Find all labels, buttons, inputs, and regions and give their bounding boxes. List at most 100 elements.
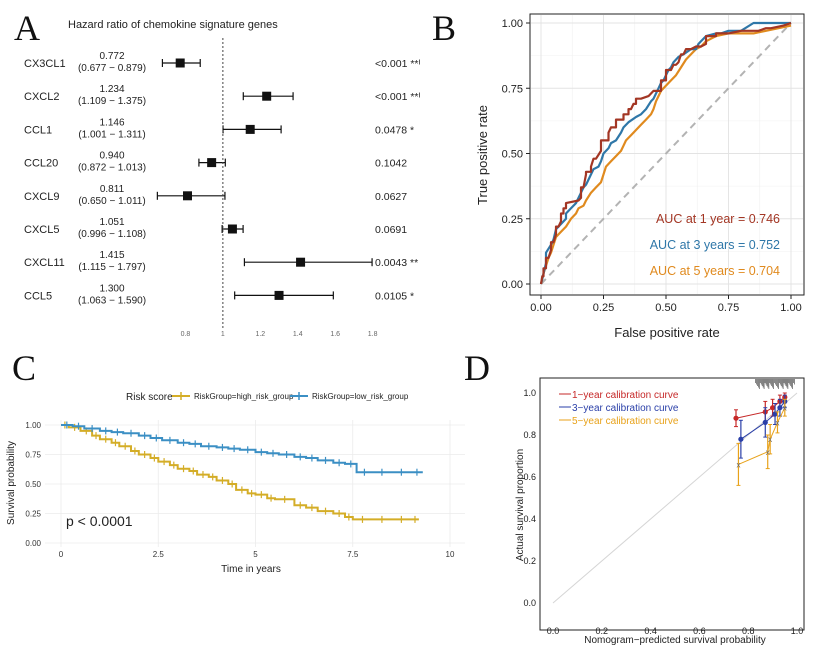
roc-auc-label: AUC at 1 year = 0.746 <box>656 212 780 226</box>
calib-y-tick-label: 0.4 <box>523 514 536 524</box>
roc-x-axis-label: False positive rate <box>614 325 720 340</box>
forest-gene-label: CXCL9 <box>24 191 59 203</box>
roc-x-tick-label: 1.00 <box>780 302 801 314</box>
calib-legend-label: 3−year calibration curve <box>572 403 679 414</box>
forest-gene-label: CCL20 <box>24 158 58 170</box>
calib-point-marker: x <box>766 448 770 457</box>
calib-point-marker <box>777 405 783 411</box>
forest-gene-label: CXCL11 <box>24 257 65 269</box>
roc-x-tick-label: 0.75 <box>718 302 739 314</box>
forest-gene-label: CX3CL1 <box>24 58 66 70</box>
forest-p-value: <0.001 **ᴵ <box>375 91 420 103</box>
calib-point-marker: x <box>775 418 779 427</box>
calib-x-axis-label: Nomogram−predicted survival probability <box>584 635 765 646</box>
forest-hr-point <box>262 91 272 101</box>
forest-p-value: 0.1042 <box>375 158 407 170</box>
panel-letter-c: C <box>12 348 36 388</box>
calib-legend: 1−year calibration curve 3−year calibrati… <box>559 390 679 427</box>
calib-legend-label: 5−year calibration curve <box>572 416 679 427</box>
km-x-tick-label: 10 <box>446 550 455 559</box>
forest-x-axis: 0.8 1 1.2 1.4 1.6 1.8 <box>181 38 378 338</box>
forest-ci-label: (0.650 − 1.011) <box>78 196 145 207</box>
forest-p-value: 0.0043 ** <box>375 257 418 269</box>
calib-plot-frame <box>539 377 805 631</box>
forest-gene-label: CXCL5 <box>24 224 59 236</box>
km-x-tick-label: 2.5 <box>153 550 165 559</box>
roc-axes: 0.00 0.00 0.25 0.25 0.50 0.50 0.75 0.75 1.00 1.00 <box>502 18 802 314</box>
calib-legend-label: 1−year calibration curve <box>572 390 679 401</box>
km-legend: Risk score RiskGroup=high_risk_group RiskG… <box>126 392 409 403</box>
roc-curve-line <box>539 21 792 285</box>
km-legend-label: RiskGroup=low_risk_group <box>312 392 409 401</box>
forest-x-tick-label: 1.4 <box>293 331 303 338</box>
forest-title: Hazard ratio of chemokine signature gene… <box>68 19 278 31</box>
forest-gene-label: CCL5 <box>24 290 52 302</box>
panel-letter-b: B <box>432 8 456 48</box>
forest-hr-point <box>175 58 185 68</box>
km-legend-title: Risk score <box>126 392 173 403</box>
calib-axes: 0.0 0.0 0.2 0.2 0.4 0.4 0.6 0.6 0.8 0.8 1.0 1.0 <box>523 388 803 636</box>
km-y-tick-label: 0.50 <box>25 480 41 489</box>
forest-gene-label: CXCL2 <box>24 91 59 103</box>
forest-x-tick-label: 1.8 <box>368 331 378 338</box>
roc-auc-label: AUC at 3 years = 0.752 <box>650 238 780 252</box>
km-x-tick-label: 0 <box>59 550 64 559</box>
calib-x-tick-label: 0.8 <box>742 626 755 636</box>
km-y-axis-label: Survival probability <box>6 441 17 525</box>
calib-x-tick-label: 0.0 <box>547 626 560 636</box>
forest-p-value: 0.0627 <box>375 191 407 203</box>
forest-x-tick-label: 1.2 <box>255 331 265 338</box>
forest-p-value: 0.0105 * <box>375 290 414 302</box>
km-grid <box>45 420 465 547</box>
roc-grid <box>531 15 803 294</box>
km-p-value: p < 0.0001 <box>66 513 133 529</box>
forest-hr-point <box>182 191 192 201</box>
calib-y-tick-label: 1.0 <box>523 388 536 398</box>
panel-letter-a: A <box>14 8 40 48</box>
km-x-tick-label: 7.5 <box>347 550 359 559</box>
forest-hr-label: 1.051 <box>99 217 124 228</box>
km-survival-curve <box>61 424 419 521</box>
km-y-tick-label: 0.25 <box>25 510 41 519</box>
calib-x-tick-label: 0.4 <box>644 626 657 636</box>
roc-y-tick-label: 1.00 <box>502 18 523 30</box>
calib-y-tick-label: 0.6 <box>523 472 536 482</box>
roc-curve-line <box>539 24 792 285</box>
forest-hr-point <box>296 257 306 267</box>
km-axes: 0 2.5 5 7.5 10 0.00 0.25 0.50 0.75 1.00 <box>25 421 455 559</box>
roc-y-tick-label: 0.50 <box>502 149 523 161</box>
km-x-axis-label: Time in years <box>221 564 281 575</box>
forest-p-value: <0.001 **ᴵ <box>375 58 420 70</box>
roc-y-tick-label: 0.00 <box>502 279 523 291</box>
roc-auc-labels: AUC at 1 year = 0.746 AUC at 3 years = 0.… <box>650 212 780 278</box>
forest-ci-label: (0.677 − 0.879) <box>78 63 146 74</box>
km-legend-label: RiskGroup=high_risk_group <box>194 392 294 401</box>
calib-point-marker: x <box>783 404 787 413</box>
roc-plot-frame <box>529 13 805 296</box>
panel-letter-d: D <box>464 348 490 388</box>
forest-hr-label: 1.300 <box>99 283 124 294</box>
forest-ci-label: (0.996 − 1.108) <box>78 229 146 240</box>
panel-a: A Hazard ratio of chemokine signature ge… <box>14 8 420 338</box>
roc-x-tick-label: 0.00 <box>530 302 551 314</box>
calib-y-axis-label: Actual survival proportion <box>515 449 526 561</box>
forest-hr-label: 1.146 <box>99 117 124 128</box>
forest-hr-point <box>207 158 217 168</box>
calib-point-marker: x <box>768 435 772 444</box>
forest-hr-label: 1.234 <box>99 84 124 95</box>
calib-rug <box>755 379 795 389</box>
calib-point-marker <box>762 419 768 425</box>
km-y-tick-label: 1.00 <box>25 421 41 430</box>
roc-y-axis-label: True positive rate <box>475 105 490 205</box>
forest-p-value: 0.0478 * <box>375 124 414 136</box>
forest-hr-point <box>274 290 284 300</box>
forest-ci-label: (1.001 − 1.311) <box>78 129 145 140</box>
km-y-tick-label: 0.00 <box>25 539 41 548</box>
calib-y-tick-label: 0.0 <box>523 598 536 608</box>
forest-x-tick-label: 1 <box>221 331 225 338</box>
forest-hr-label: 0.772 <box>99 51 124 62</box>
km-y-tick-label: 0.75 <box>25 451 41 460</box>
calib-y-tick-label: 0.2 <box>523 556 536 566</box>
